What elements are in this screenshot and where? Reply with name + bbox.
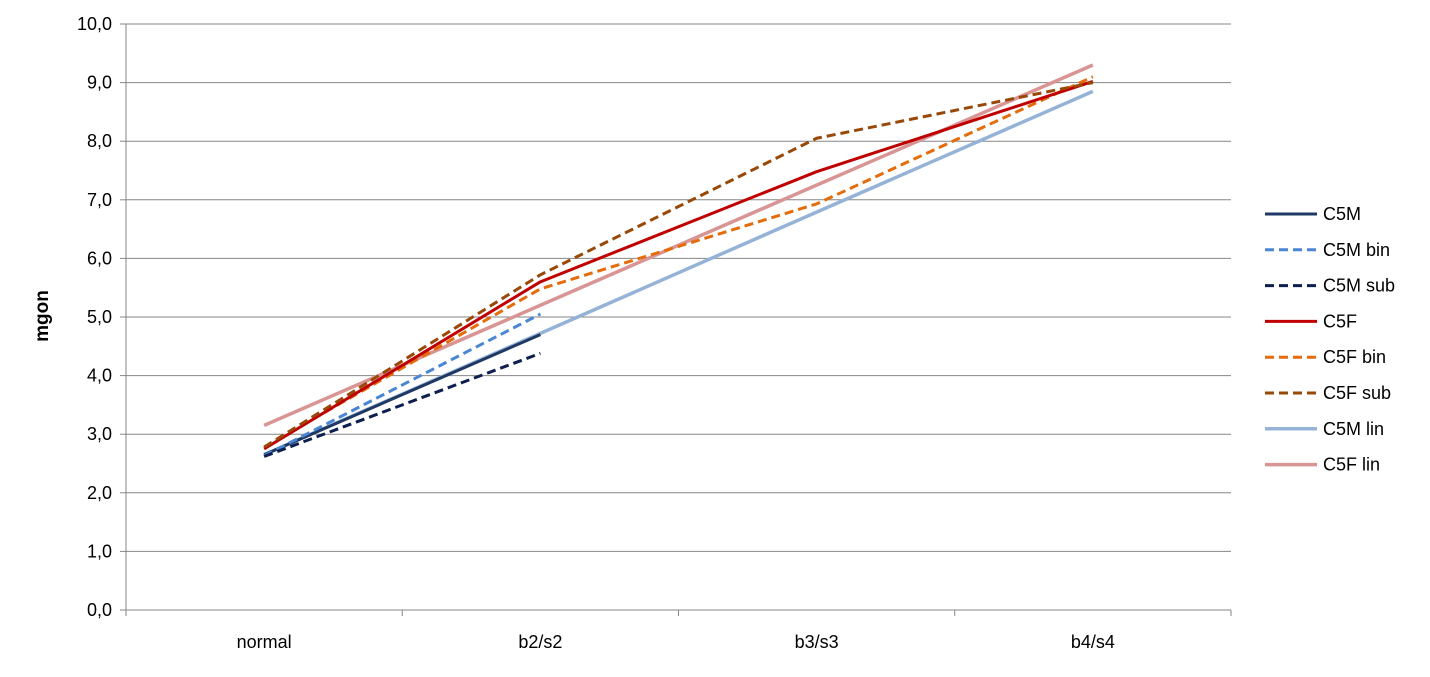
y-tick-labels: 0,0 1,0 2,0 3,0 4,0 5,0 6,0 7,0 8,0 9,0 10,0: [77, 14, 112, 620]
y-tick-label: 1,0: [87, 541, 112, 561]
series-lines: [263, 63, 1094, 458]
y-tick-label: 0,0: [87, 600, 112, 620]
axes: [120, 23, 1232, 616]
legend-label: C5M lin: [1323, 419, 1384, 439]
series-line-c5f-sub: [263, 81, 1094, 449]
y-tick-label: 8,0: [87, 131, 112, 151]
y-tick-label: 5,0: [87, 307, 112, 327]
y-tick-label: 4,0: [87, 366, 112, 386]
x-tick-label: b2/s2: [518, 632, 562, 652]
legend-label: C5M: [1323, 204, 1361, 224]
y-tick-label: 9,0: [87, 73, 112, 93]
x-tick-label: normal: [237, 632, 292, 652]
x-tick-label: b4/s4: [1071, 632, 1115, 652]
y-tick-label: 10,0: [77, 14, 112, 34]
x-tick-label: b3/s3: [795, 632, 839, 652]
legend-label: C5F lin: [1323, 455, 1380, 475]
series-line-c5m-bin: [263, 312, 542, 458]
legend-label: C5M sub: [1323, 276, 1395, 296]
legend-label: C5F bin: [1323, 347, 1386, 367]
y-tick-label: 7,0: [87, 190, 112, 210]
legend-label: C5F: [1323, 311, 1357, 331]
legend-label: C5M bin: [1323, 240, 1390, 260]
series-line-c5m: [263, 333, 541, 457]
x-tick-labels: normal b2/s2 b3/s3 b4/s4: [237, 632, 1115, 652]
y-tick-label: 2,0: [87, 483, 112, 503]
series-line-c5f-bin: [263, 75, 1094, 449]
legend-label: C5F sub: [1323, 383, 1391, 403]
series-line-c5m-sub: [263, 351, 541, 458]
y-axis-label: mgon: [32, 290, 53, 342]
series-line-c5f: [263, 80, 1094, 451]
legend: C5M C5M bin C5M sub C5F C5F bin C5F sub C5M li…: [1265, 204, 1395, 475]
y-tick-label: 3,0: [87, 424, 112, 444]
y-tick-label: 6,0: [87, 248, 112, 268]
